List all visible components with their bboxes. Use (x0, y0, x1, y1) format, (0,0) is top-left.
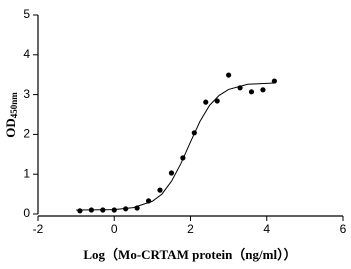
data-point (203, 99, 209, 105)
data-point (248, 89, 255, 95)
y-tick-label: 2 (23, 127, 30, 141)
data-point (214, 98, 220, 104)
data-point (77, 208, 83, 214)
fit-curve (76, 82, 275, 211)
data-point (168, 170, 175, 176)
y-axis-label: OD450nm (3, 92, 19, 138)
x-tick-label: -2 (33, 222, 44, 236)
y-tick-label: 5 (23, 7, 30, 21)
x-tick-label: 4 (263, 222, 270, 236)
y-label-sub: 450nm (9, 92, 19, 119)
x-tick-label: 0 (111, 222, 118, 236)
y-tick-label: 1 (23, 166, 30, 180)
x-tick-label: 6 (340, 222, 347, 236)
y-tick-label: 0 (23, 206, 30, 220)
y-label-main: OD (3, 118, 18, 138)
y-tick-label: 4 (23, 47, 30, 61)
data-point (157, 187, 163, 193)
y-tick-label: 3 (23, 87, 30, 101)
data-point (271, 78, 277, 84)
x-axis-label: Log（Mo-CRTAM protein（ng/ml）） (83, 247, 296, 262)
data-point (226, 72, 232, 78)
x-tick-label: 2 (187, 222, 194, 236)
data-point (260, 87, 266, 93)
